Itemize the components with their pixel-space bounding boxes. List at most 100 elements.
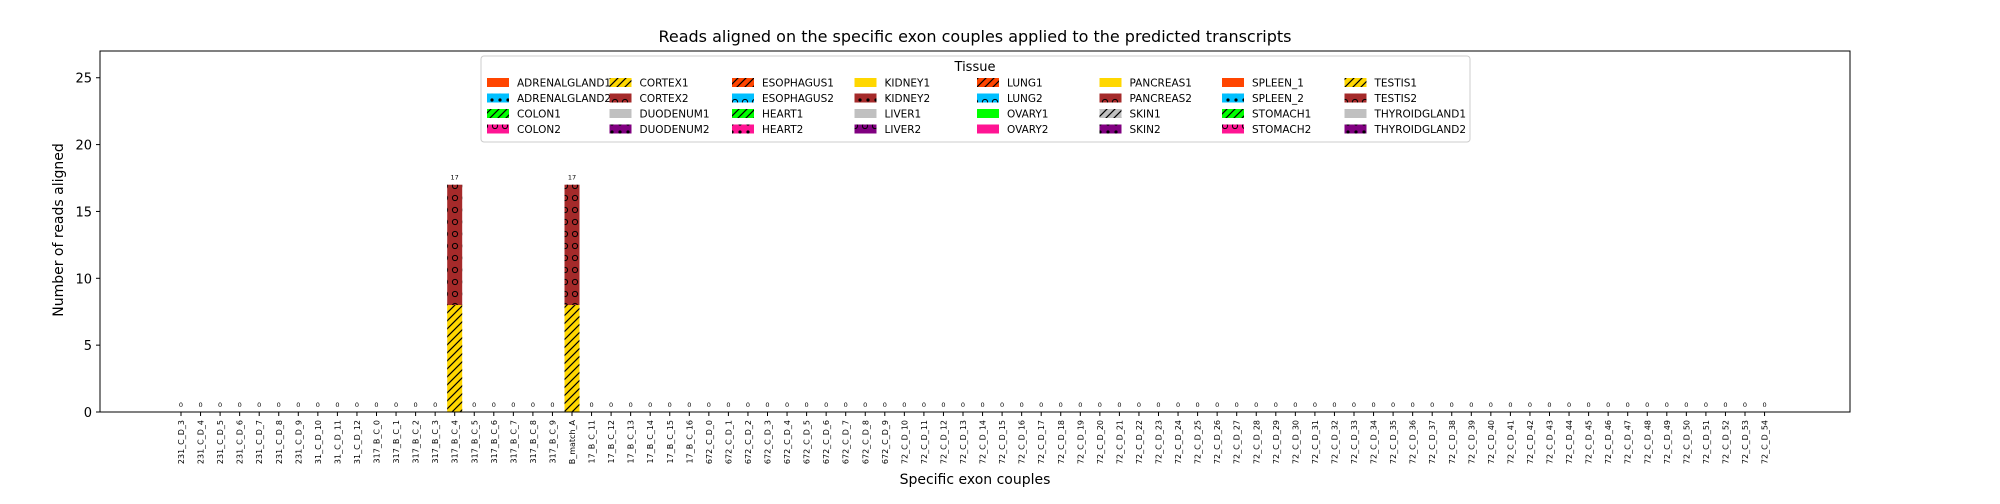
x-tick-label: 317_B_C_2 — [412, 420, 421, 463]
y-tick-label: 10 — [75, 272, 92, 287]
legend-label: SKIN1 — [1130, 109, 1161, 121]
legend-entries: ADRENALGLAND1 ADRENALGLAND2 COLON1 COLON2 CO… — [487, 78, 1467, 136]
legend-entry-adrenalgland1: ADRENALGLAND1 — [487, 78, 611, 90]
bar-value-label: 0 — [1665, 401, 1669, 409]
bar-value-label: 0 — [1391, 401, 1395, 409]
legend-label: THYROIDGLAND2 — [1374, 124, 1467, 136]
x-tick-label: 72_C_D_13 — [959, 420, 968, 464]
x-tick-label: 72_C_D_20 — [1096, 420, 1105, 464]
legend-label: SPLEEN_1 — [1252, 78, 1304, 90]
legend-entry-testis1: TESTIS1 — [1344, 78, 1417, 90]
legend-entry-spleen_1: SPLEEN_1 — [1222, 78, 1304, 90]
legend-entry-pancreas2: PANCREAS2 — [1099, 93, 1192, 105]
x-tick-label: 317_B_C_7 — [509, 420, 518, 463]
legend-entry-colon2: COLON2 — [487, 124, 561, 136]
x-tick-label: 317_B_C_4 — [451, 420, 460, 463]
bar-value-label: 0 — [765, 401, 769, 409]
x-tick-label: 72_C_D_11 — [920, 420, 929, 464]
bar-value-label: 0 — [296, 401, 300, 409]
legend-label: PANCREAS1 — [1130, 78, 1193, 90]
x-tick-label: 72_C_D_40 — [1487, 420, 1496, 464]
legend-label: CORTEX1 — [640, 78, 689, 90]
x-tick-label: 231_C_D_5 — [216, 420, 225, 464]
x-tick-label: 72_C_D_29 — [1272, 420, 1281, 464]
x-tick-label: 231_C_D_9 — [294, 420, 303, 464]
bar-value-label: 0 — [922, 401, 926, 409]
bar-value-label: 0 — [511, 401, 515, 409]
x-tick-label: 72_C_D_33 — [1350, 420, 1359, 464]
legend-entry-liver2: LIVER2 — [854, 124, 922, 136]
legend-entry-kidney1: KIDNEY1 — [854, 78, 930, 90]
x-tick-label: 72_C_D_37 — [1428, 420, 1437, 464]
legend-swatch-hatch — [854, 93, 877, 103]
x-tick-label: 72_C_D_24 — [1174, 420, 1183, 464]
x-tick-label: 317_B_C_8 — [529, 420, 538, 463]
legend-swatch-hatch — [732, 93, 754, 103]
bar-value-label: 0 — [785, 401, 789, 409]
x-tick-label: 17_B_C_15 — [666, 420, 675, 463]
legend-swatch-hatch — [1344, 93, 1367, 103]
x-tick-label: 72_C_D_51 — [1702, 420, 1711, 464]
legend-swatch — [977, 109, 999, 118]
x-tick-label: 317_B_C_6 — [490, 420, 499, 463]
bar-value-label: 0 — [1059, 401, 1063, 409]
legend-label: LIVER2 — [885, 124, 922, 136]
legend-entry-adrenalgland2: ADRENALGLAND2 — [487, 93, 611, 105]
x-tick-label: 72_C_D_27 — [1233, 420, 1242, 464]
legend-swatch — [854, 78, 877, 87]
legend-label: THYROIDGLAND1 — [1374, 109, 1467, 121]
bar-value-label: 0 — [218, 401, 222, 409]
legend-entry-colon1: COLON1 — [487, 109, 561, 121]
bar-value-label: 0 — [1743, 401, 1747, 409]
bar-value-label: 0 — [1684, 401, 1688, 409]
bar-value-label: 0 — [629, 401, 633, 409]
bar-value-label: 0 — [472, 401, 476, 409]
legend-entry-thyroidgland1: THYROIDGLAND1 — [1344, 109, 1467, 121]
legend-label: OVARY1 — [1007, 109, 1049, 121]
bar-value-label: 0 — [277, 401, 281, 409]
x-tick-label: 672_C_D_6 — [822, 420, 831, 464]
bar-value-label: 0 — [1078, 401, 1082, 409]
legend-label: SPLEEN_2 — [1252, 93, 1304, 105]
bar-value-label: 0 — [531, 401, 535, 409]
x-tick-label: 317_B_C_1 — [392, 420, 401, 463]
x-tick-label: 672_C_D_8 — [861, 420, 870, 464]
x-tick-label: 72_C_D_17 — [1037, 420, 1046, 464]
legend-label: TESTIS2 — [1374, 93, 1418, 105]
legend-swatch-hatch — [977, 93, 999, 103]
legend-entry-duodenum1: DUODENUM1 — [609, 109, 710, 121]
bar-value-label: 0 — [198, 401, 202, 409]
bar-value-label: 0 — [550, 401, 554, 409]
x-tick-label: 672_C_D_0 — [705, 420, 714, 464]
bar-value-label: 0 — [1254, 401, 1258, 409]
bar-value-label: 0 — [805, 401, 809, 409]
legend-swatch-hatch — [1099, 93, 1122, 103]
legend-entry-heart2: HEART2 — [732, 124, 803, 136]
bar-value-label: 0 — [980, 401, 984, 409]
legend-swatch-hatch — [1344, 124, 1367, 134]
y-axis-label: Number of reads aligned — [51, 143, 67, 317]
bar-hatch-testis1 — [447, 305, 463, 412]
bar-value-label: 0 — [1293, 401, 1297, 409]
x-tick-label: 317_B_C_5 — [470, 420, 479, 463]
bar-value-label: 0 — [1489, 401, 1493, 409]
bar-value-label: 0 — [1196, 401, 1200, 409]
legend-entry-esophagus1: ESOPHAGUS1 — [732, 78, 834, 90]
bar-value-label: 0 — [1469, 401, 1473, 409]
x-tick-label: 72_C_D_35 — [1389, 420, 1398, 464]
legend-swatch — [977, 124, 999, 134]
x-tick-label: 72_C_D_18 — [1057, 420, 1066, 464]
x-tick-label: 72_C_D_38 — [1448, 420, 1457, 464]
legend-label: ESOPHAGUS2 — [762, 93, 834, 105]
legend-entry-cortex1: CORTEX1 — [609, 78, 689, 90]
bar-value-label: 0 — [1352, 401, 1356, 409]
y-tick-label: 5 — [84, 339, 92, 354]
y-tick-label: 0 — [84, 406, 92, 421]
legend-swatch-hatch — [487, 93, 509, 103]
x-tick-label: 72_C_D_22 — [1135, 420, 1144, 464]
x-tick-label: B_match_A — [568, 419, 577, 464]
legend-label: CORTEX2 — [640, 93, 689, 105]
bar-value-label: 0 — [844, 401, 848, 409]
bar-value-label: 0 — [1215, 401, 1219, 409]
x-tick-label: 72_C_D_47 — [1624, 420, 1633, 464]
